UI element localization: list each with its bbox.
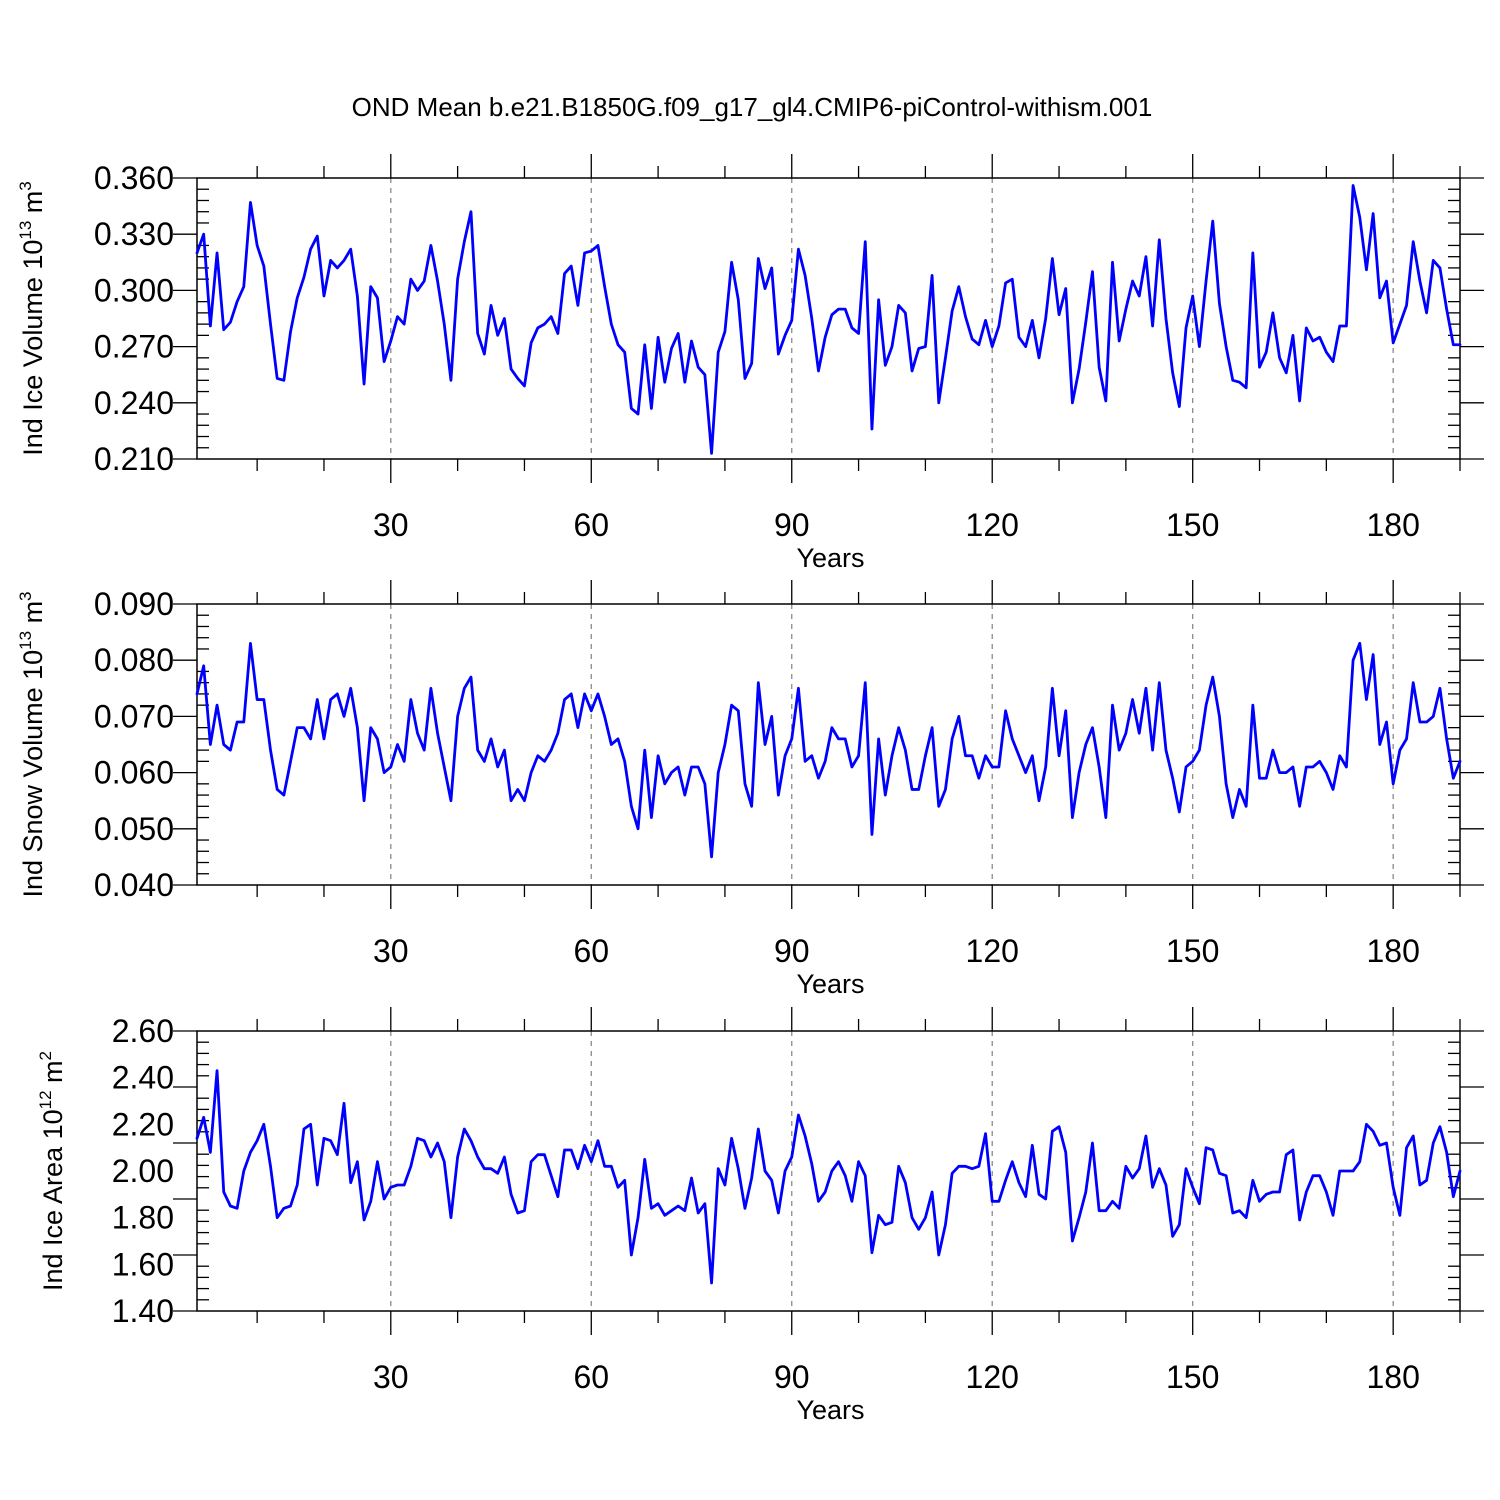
y-axis-label-main: Ind Ice Volume 10	[18, 240, 48, 456]
x-tick-label: 120	[966, 933, 1019, 969]
y-tick-label: 2.60	[112, 1013, 174, 1049]
y-tick-label: 0.330	[94, 216, 174, 252]
x-tick-label: 90	[774, 933, 810, 969]
x-tick-label: 180	[1366, 1359, 1419, 1395]
y-axis-label: Ind Ice Volume 1013 m3	[16, 181, 48, 456]
y-tick-label: 2.40	[112, 1060, 174, 1096]
panel-1: 0.210 0.240 0.270 0.300 0.330 0.360 30 60 90 120 1…	[16, 154, 1484, 573]
series-line-ind-snow-volume	[195, 641, 1462, 859]
panel-2: 0.040 0.050 0.060 0.070 0.080 0.090 30 60 90 120 1…	[16, 580, 1484, 999]
plot-frame	[196, 603, 1461, 886]
y-tick-label: 0.050	[94, 811, 174, 847]
x-tick-label: 30	[373, 933, 409, 969]
x-tick-label: 60	[573, 933, 609, 969]
y-tick-label: 1.80	[112, 1200, 174, 1236]
y-axis-label-unit-exponent: 3	[16, 591, 35, 600]
x-tick-label: 30	[373, 1359, 409, 1395]
x-tick-label: 90	[774, 507, 810, 543]
x-tick-label: 180	[1366, 507, 1419, 543]
y-tick-label: 0.270	[94, 329, 174, 365]
y-tick-label: 0.210	[94, 441, 174, 477]
y-axis-label: Ind Ice Area 1012 m2	[36, 1051, 68, 1291]
y-axis-label-unit: m	[18, 191, 48, 221]
x-axis-label: Years	[796, 969, 864, 999]
y-tick-label: 0.240	[94, 385, 174, 421]
x-tick-label: 150	[1166, 933, 1219, 969]
y-tick-label: 0.080	[94, 642, 174, 678]
y-tick-label: 1.40	[112, 1293, 174, 1329]
y-tick-label: 2.00	[112, 1153, 174, 1189]
x-tick-label: 30	[373, 507, 409, 543]
y-axis-label-exponent: 13	[16, 221, 35, 240]
panel-3: 1.40 1.60 1.80 2.00 2.20 2.40 2.60 30 60 90 120 150…	[36, 1007, 1484, 1425]
x-tick-label: 90	[774, 1359, 810, 1395]
x-tick-label: 150	[1166, 1359, 1219, 1395]
y-axis-label-exponent: 12	[36, 1090, 55, 1109]
x-tick-label: 150	[1166, 507, 1219, 543]
y-tick-label: 1.60	[112, 1246, 174, 1282]
y-tick-label: 2.20	[112, 1106, 174, 1142]
y-axis-label-unit: m	[38, 1060, 68, 1090]
plot-frame	[196, 177, 1461, 460]
x-tick-label: 120	[966, 507, 1019, 543]
x-axis-label: Years	[796, 543, 864, 573]
y-tick-label: 0.060	[94, 755, 174, 791]
y-tick-label: 0.300	[94, 272, 174, 308]
x-tick-label: 180	[1366, 933, 1419, 969]
x-tick-label: 60	[573, 507, 609, 543]
y-tick-label: 0.360	[94, 160, 174, 196]
x-tick-label: 120	[966, 1359, 1019, 1395]
y-axis-label-unit: m	[18, 601, 48, 631]
y-tick-label: 0.040	[94, 867, 174, 903]
y-tick-label: 0.090	[94, 586, 174, 622]
plot-frame	[196, 1030, 1461, 1312]
y-axis-label-main: Ind Ice Area 10	[38, 1109, 68, 1291]
y-axis-label-main: Ind Snow Volume 10	[18, 650, 48, 898]
y-axis-label-exponent: 13	[16, 631, 35, 650]
x-axis-label: Years	[796, 1395, 864, 1425]
y-tick-label: 0.070	[94, 698, 174, 734]
series-line-ind-ice-volume	[195, 184, 1462, 455]
figure-title: OND Mean b.e21.B1850G.f09_g17_gl4.CMIP6-…	[352, 92, 1153, 122]
y-axis-label-unit-exponent: 2	[36, 1051, 55, 1060]
y-axis-label-unit-exponent: 3	[16, 181, 35, 190]
series-line-ind-ice-area	[195, 1069, 1462, 1285]
x-tick-label: 60	[573, 1359, 609, 1395]
y-axis-label: Ind Snow Volume 1013 m3	[16, 591, 48, 897]
